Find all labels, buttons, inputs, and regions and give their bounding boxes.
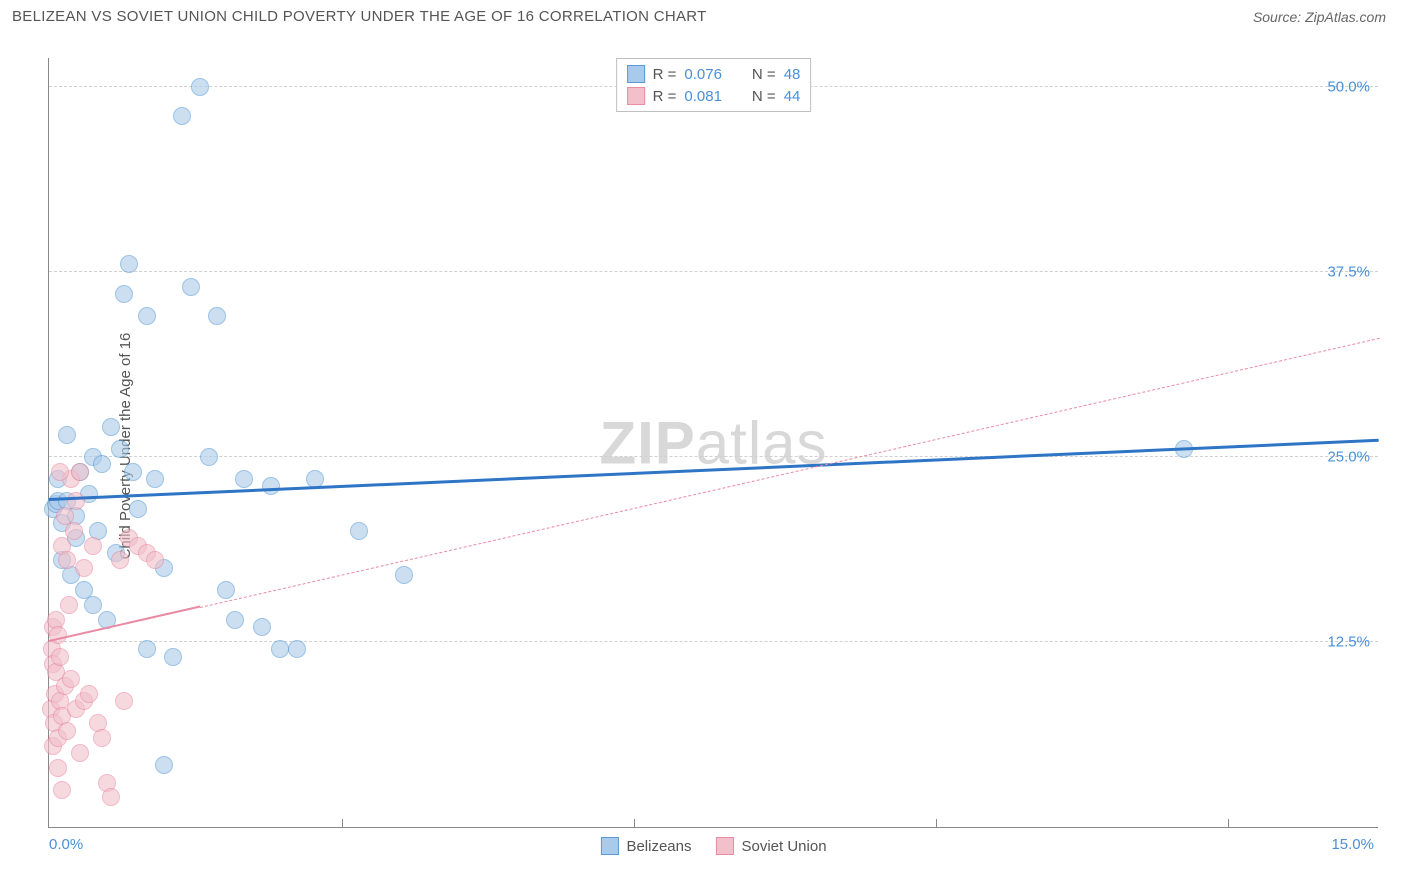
scatter-point [129,500,147,518]
scatter-point [62,670,80,688]
scatter-point [115,692,133,710]
y-tick-label: 25.0% [1327,448,1370,465]
scatter-point [115,285,133,303]
scatter-point [75,559,93,577]
scatter-point [235,470,253,488]
gridline-horizontal [49,271,1378,272]
scatter-point [226,611,244,629]
scatter-point [58,551,76,569]
series-legend-item: Belizeans [600,837,691,855]
series-name: Soviet Union [741,838,826,855]
scatter-point [164,648,182,666]
scatter-point [111,440,129,458]
scatter-point [138,640,156,658]
scatter-point [217,581,235,599]
stats-legend-row: R = 0.081 N = 44 [627,85,801,107]
y-tick-label: 50.0% [1327,78,1370,95]
scatter-point [102,788,120,806]
stat-label-r: R = [653,88,677,105]
scatter-point [200,448,218,466]
scatter-point [395,566,413,584]
scatter-point [80,685,98,703]
stat-value-n: 44 [784,88,801,105]
stat-label-n: N = [752,88,776,105]
stat-label-r: R = [653,66,677,83]
scatter-point [93,455,111,473]
series-name: Belizeans [626,838,691,855]
scatter-point [102,418,120,436]
scatter-chart: ZIPatlas 50.0%37.5%25.0%12.5%0.0%15.0%R … [48,58,1378,828]
stat-value-r: 0.076 [684,66,722,83]
scatter-point [271,640,289,658]
scatter-point [262,477,280,495]
scatter-point [208,307,226,325]
scatter-point [58,426,76,444]
y-tick-label: 37.5% [1327,263,1370,280]
scatter-point [49,759,67,777]
x-tick-label: 15.0% [1331,836,1374,853]
scatter-point [71,744,89,762]
scatter-point [84,596,102,614]
scatter-point [84,537,102,555]
scatter-point [93,729,111,747]
x-tick-mark [1228,819,1229,827]
scatter-point [182,278,200,296]
series-legend: Belizeans Soviet Union [600,837,826,855]
scatter-point [111,551,129,569]
scatter-point [120,255,138,273]
scatter-point [58,722,76,740]
scatter-point [65,522,83,540]
source-attribution: Source: ZipAtlas.com [1253,9,1386,25]
scatter-point [60,596,78,614]
legend-swatch [627,65,645,83]
scatter-point [155,756,173,774]
legend-swatch [715,837,733,855]
x-tick-label: 0.0% [49,836,83,853]
scatter-point [350,522,368,540]
scatter-point [51,463,69,481]
scatter-point [51,648,69,666]
stat-label-n: N = [752,66,776,83]
series-legend-item: Soviet Union [715,837,826,855]
trend-line [200,337,1379,607]
scatter-point [71,463,89,481]
stats-legend-row: R = 0.076 N = 48 [627,63,801,85]
watermark-bold: ZIP [599,409,695,476]
chart-title: BELIZEAN VS SOVIET UNION CHILD POVERTY U… [12,8,707,25]
scatter-point [67,492,85,510]
stat-value-n: 48 [784,66,801,83]
scatter-point [191,78,209,96]
scatter-point [253,618,271,636]
chart-header: BELIZEAN VS SOVIET UNION CHILD POVERTY U… [0,0,1406,33]
scatter-point [146,551,164,569]
stat-value-r: 0.081 [684,88,722,105]
scatter-point [138,307,156,325]
scatter-point [124,463,142,481]
scatter-point [53,781,71,799]
legend-swatch [600,837,618,855]
x-tick-mark [936,819,937,827]
y-tick-label: 12.5% [1327,633,1370,650]
scatter-point [146,470,164,488]
scatter-point [288,640,306,658]
scatter-point [173,107,191,125]
gridline-horizontal [49,641,1378,642]
legend-swatch [627,87,645,105]
stats-legend: R = 0.076 N = 48 R = 0.081 N = 44 [616,58,812,112]
x-tick-mark [634,819,635,827]
x-tick-mark [342,819,343,827]
